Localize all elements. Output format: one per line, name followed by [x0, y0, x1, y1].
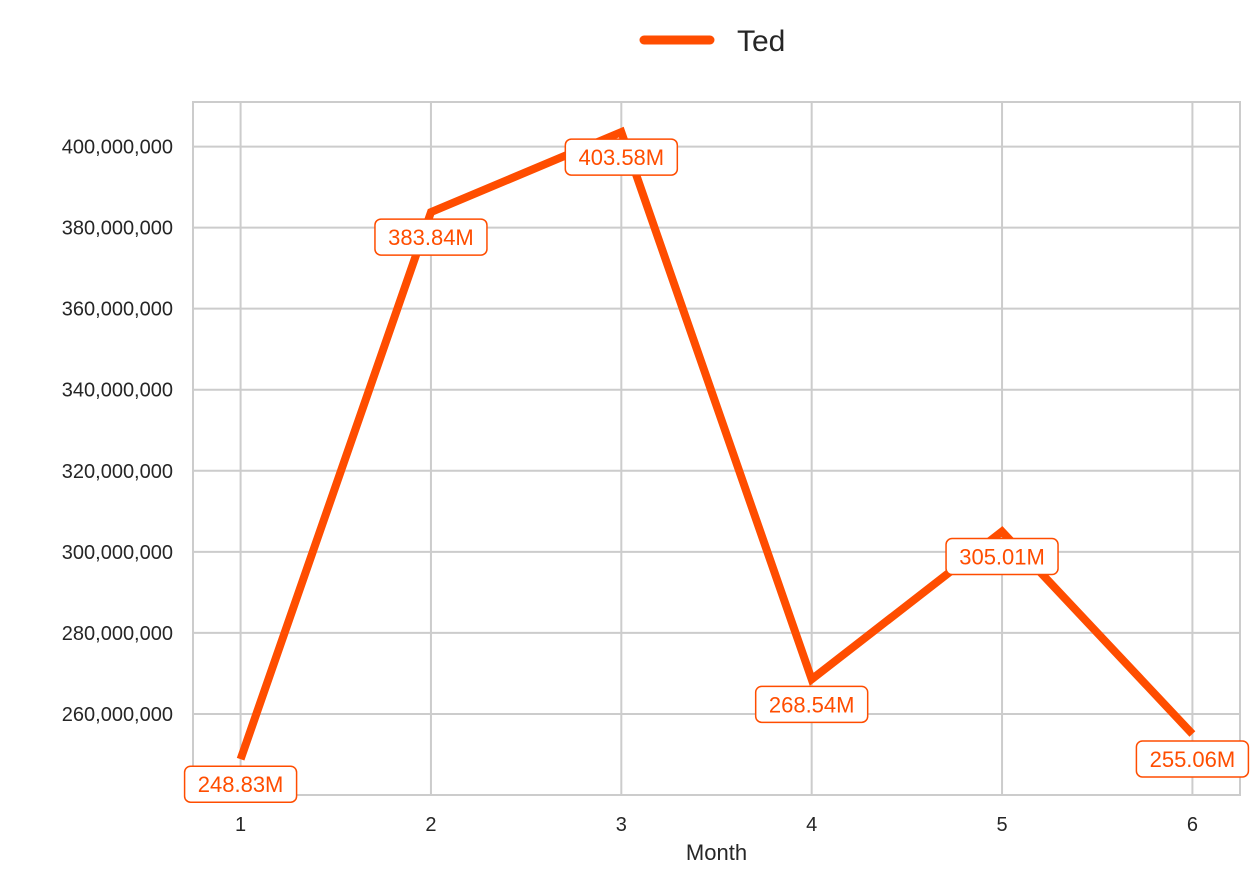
- data-label: 255.06M: [1135, 740, 1250, 778]
- y-tick-label: 400,000,000: [62, 137, 173, 159]
- plot-area-frame: [192, 101, 1241, 796]
- data-label: 268.54M: [754, 685, 869, 724]
- y-tick-label: 300,000,000: [62, 542, 173, 564]
- data-label-box: [754, 685, 869, 724]
- data-label-text: 248.83M: [198, 772, 284, 797]
- data-label: 403.58M: [564, 138, 679, 176]
- x-tick-label: 5: [996, 814, 1007, 836]
- data-label-box: [1135, 740, 1250, 778]
- data-label-text: 268.54M: [769, 692, 855, 717]
- x-tick-label: 2: [425, 814, 436, 836]
- data-label-text: 403.58M: [579, 145, 665, 170]
- data-label: 305.01M: [945, 537, 1059, 576]
- data-label-box: [183, 765, 298, 803]
- x-axis-tick-labels: 1 2 3 4 5 6: [235, 814, 1198, 836]
- y-tick-label: 380,000,000: [62, 218, 173, 240]
- data-label-text: 383.84M: [388, 225, 474, 250]
- data-label: 248.83M: [183, 765, 298, 803]
- legend: Ted: [639, 25, 785, 58]
- y-tick-label: 360,000,000: [62, 299, 173, 321]
- y-tick-label: 280,000,000: [62, 623, 173, 645]
- data-label-box: [374, 218, 488, 256]
- x-tick-label: 3: [616, 814, 627, 836]
- data-label-text: 305.01M: [959, 545, 1045, 570]
- x-tick-label: 4: [806, 814, 817, 836]
- y-axis-tick-labels: 260,000,000 280,000,000 300,000,000 320,000…: [62, 137, 173, 726]
- x-tick-label: 6: [1187, 814, 1198, 836]
- data-label-box: [564, 138, 679, 176]
- x-tick-label: 1: [235, 814, 246, 836]
- data-label: 383.84M: [374, 218, 488, 256]
- data-label-box: [945, 537, 1059, 576]
- y-tick-label: 320,000,000: [62, 461, 173, 483]
- y-tick-label: 260,000,000: [62, 704, 173, 726]
- series-layer: 248.83M 383.84M 403.58M 268.54M 305.01M 255.0…: [183, 126, 1250, 803]
- x-axis-title: Month: [686, 840, 747, 865]
- y-tick-label: 340,000,000: [62, 380, 173, 402]
- data-label-text: 255.06M: [1150, 747, 1236, 772]
- legend-label-ted: Ted: [737, 25, 785, 58]
